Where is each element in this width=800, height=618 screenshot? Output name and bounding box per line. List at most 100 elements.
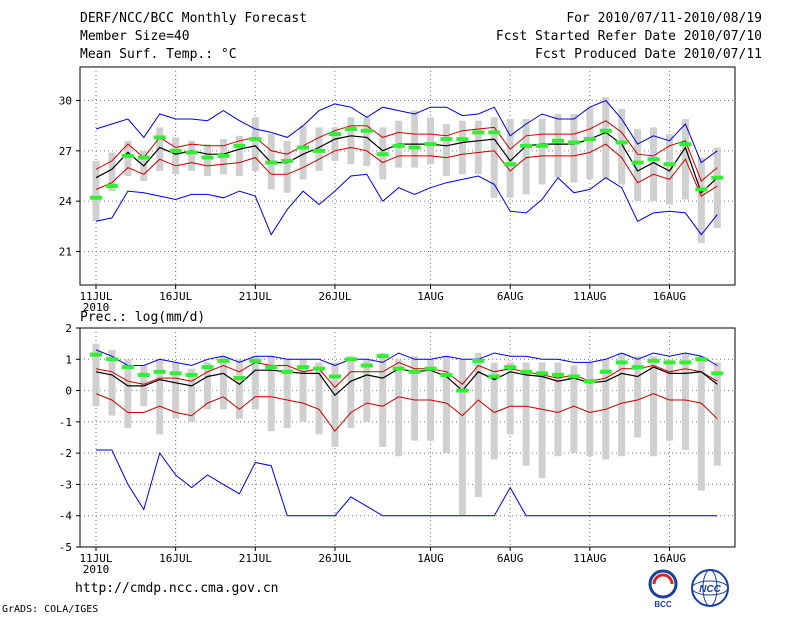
observation-marker xyxy=(567,374,580,379)
observation-marker xyxy=(121,153,134,158)
x-tick-label: 26JUL xyxy=(318,290,351,303)
observation-marker xyxy=(344,127,357,132)
ensemble-box xyxy=(665,134,673,205)
prec-frame xyxy=(79,327,736,548)
ensemble-box xyxy=(681,353,689,451)
observation-marker xyxy=(472,358,485,363)
observation-marker xyxy=(488,374,501,379)
ensemble-box xyxy=(442,356,450,454)
observation-marker xyxy=(217,153,230,158)
ensemble-box xyxy=(650,127,658,202)
ensemble-box xyxy=(586,107,594,180)
ensemble-box xyxy=(188,368,196,422)
observation-marker xyxy=(424,366,437,371)
ensemble-box xyxy=(570,365,578,454)
source-url[interactable]: http://cmdp.ncc.cma.gov.cn xyxy=(75,581,279,596)
observation-marker xyxy=(663,162,676,167)
observation-marker xyxy=(137,155,150,160)
observation-marker xyxy=(360,128,373,133)
ensemble-box xyxy=(442,124,450,176)
ensemble-box xyxy=(586,362,594,457)
observation-marker xyxy=(265,365,278,370)
ensemble-box xyxy=(108,152,116,192)
observation-marker xyxy=(647,157,660,162)
observation-marker xyxy=(281,369,294,374)
ensemble-box xyxy=(347,117,355,165)
observation-marker xyxy=(456,388,469,393)
x-tick-label: 11AUG xyxy=(573,290,606,303)
ensemble-box xyxy=(570,113,578,183)
observation-marker xyxy=(328,132,341,137)
ensemble-box xyxy=(299,125,307,180)
observation-marker xyxy=(265,160,278,165)
ensemble-box xyxy=(458,359,466,516)
observation-marker xyxy=(121,365,134,370)
variable-label: Mean Surf. Temp.: °C xyxy=(80,47,237,62)
ensemble-box xyxy=(235,135,243,176)
forecast-period: For 2010/07/11-2010/08/19 xyxy=(566,11,762,26)
ensemble-box xyxy=(267,356,275,432)
ensemble-box xyxy=(299,359,307,422)
observation-marker xyxy=(695,357,708,362)
observation-marker xyxy=(233,376,246,381)
observation-marker xyxy=(105,357,118,362)
observation-marker xyxy=(313,366,326,371)
observation-marker xyxy=(647,358,660,363)
ensemble-box xyxy=(251,356,259,410)
observation-marker xyxy=(328,374,341,379)
ensemble-box xyxy=(283,140,291,193)
ensemble-mean-line xyxy=(95,131,718,194)
x-tick-label: 26JUL xyxy=(318,552,351,565)
refer-date: Fcst Started Refer Date 2010/07/10 xyxy=(495,29,762,44)
observation-marker xyxy=(233,143,246,148)
observation-marker xyxy=(456,137,469,142)
ensemble-box xyxy=(395,359,403,457)
observation-marker xyxy=(488,130,501,135)
observation-marker xyxy=(185,150,198,155)
observation-marker xyxy=(536,371,549,376)
y-tick-label: 21 xyxy=(59,245,72,258)
ensemble-box xyxy=(156,127,164,171)
y-tick-label: 30 xyxy=(59,95,72,108)
observation-marker xyxy=(201,155,214,160)
ensemble-box xyxy=(172,137,180,175)
x-tick-label: 21JUL xyxy=(239,552,272,565)
observation-marker xyxy=(631,365,644,370)
ensemble-box xyxy=(363,359,371,422)
x-year-label: 2010 xyxy=(83,301,110,314)
grads-credit: GrADS: COLA/IGES xyxy=(2,604,99,615)
x-tick-label: 21JUL xyxy=(239,290,272,303)
ensemble-box xyxy=(427,117,435,165)
observation-marker xyxy=(249,358,262,363)
observation-marker xyxy=(392,366,405,371)
y-tick-label: -3 xyxy=(59,478,72,491)
observation-marker xyxy=(105,184,118,189)
ensemble-box xyxy=(124,359,132,429)
observation-marker xyxy=(90,195,102,200)
ensemble-box xyxy=(379,353,387,447)
ncc-logo-icon: NCC xyxy=(691,569,729,607)
x-year-label: 2010 xyxy=(83,563,110,576)
y-tick-label: -5 xyxy=(59,541,72,554)
x-tick-label: 1AUG xyxy=(417,290,444,303)
observation-marker xyxy=(281,158,294,163)
ensemble-box xyxy=(92,160,100,222)
ensemble-box xyxy=(474,120,482,175)
observation-marker xyxy=(169,371,182,376)
ensemble-box xyxy=(172,362,180,419)
produced-date: Fcst Produced Date 2010/07/11 xyxy=(535,47,762,62)
observation-marker xyxy=(551,138,564,143)
x-tick-label: 6AUG xyxy=(497,552,524,565)
ensemble-mean-line xyxy=(95,366,718,397)
lower-quantile-line xyxy=(95,393,718,433)
observation-marker xyxy=(313,148,326,153)
ensemble-box xyxy=(411,110,419,168)
observation-marker xyxy=(615,360,628,365)
ensemble-box xyxy=(634,356,642,438)
upper-quantile-line xyxy=(95,361,718,389)
ensemble-box xyxy=(219,356,227,410)
y-tick-label: 1 xyxy=(65,353,72,366)
prec-panel: -5 -4 -3 -2 -1 0 1 2 11JUL 16JUL 21JUL 26JUL 1AUG 6AU… xyxy=(59,322,736,576)
observation-marker xyxy=(201,365,214,370)
observation-marker xyxy=(376,354,389,359)
